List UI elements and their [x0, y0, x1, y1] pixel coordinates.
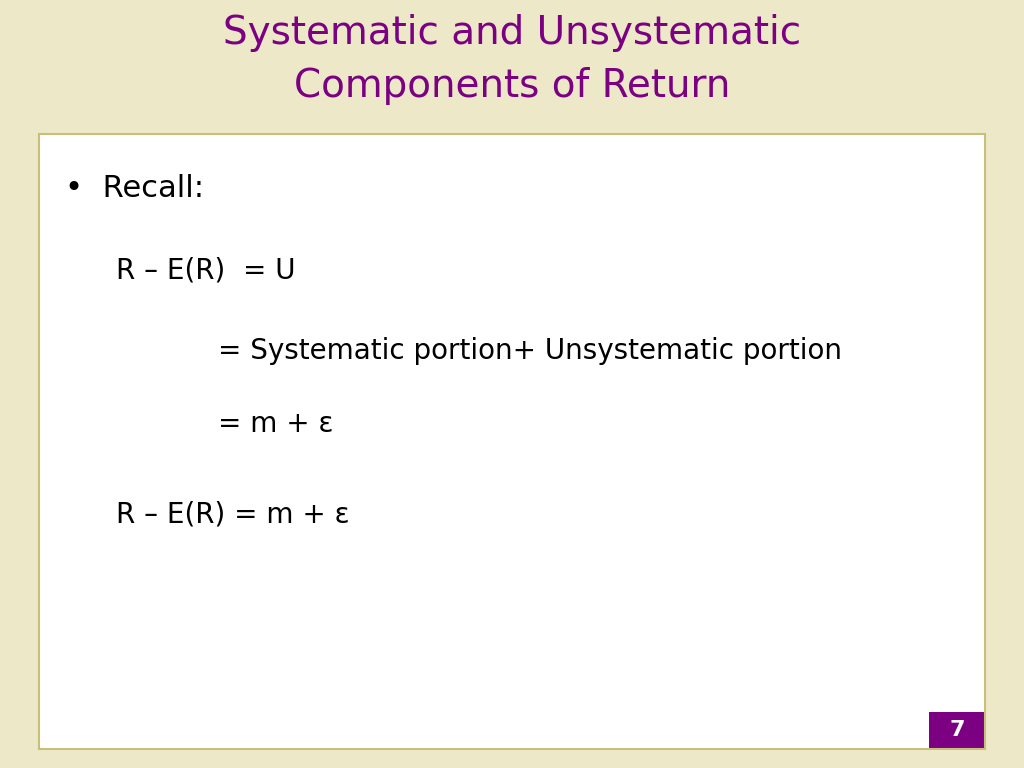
Text: = Systematic portion+ Unsystematic portion: = Systematic portion+ Unsystematic porti… [218, 337, 842, 365]
Text: •  Recall:: • Recall: [65, 174, 204, 203]
Text: R – E(R) = m + ε: R – E(R) = m + ε [116, 501, 349, 528]
Bar [929, 712, 985, 749]
Text: 7: 7 [949, 720, 965, 740]
Bar [0, 0, 1024, 134]
Text: Components of Return: Components of Return [294, 68, 730, 105]
Text: R – E(R)  = U: R – E(R) = U [116, 257, 295, 284]
Text: = m + ε: = m + ε [218, 410, 334, 438]
Text: Systematic and Unsystematic: Systematic and Unsystematic [223, 14, 801, 51]
Bar [39, 134, 985, 749]
